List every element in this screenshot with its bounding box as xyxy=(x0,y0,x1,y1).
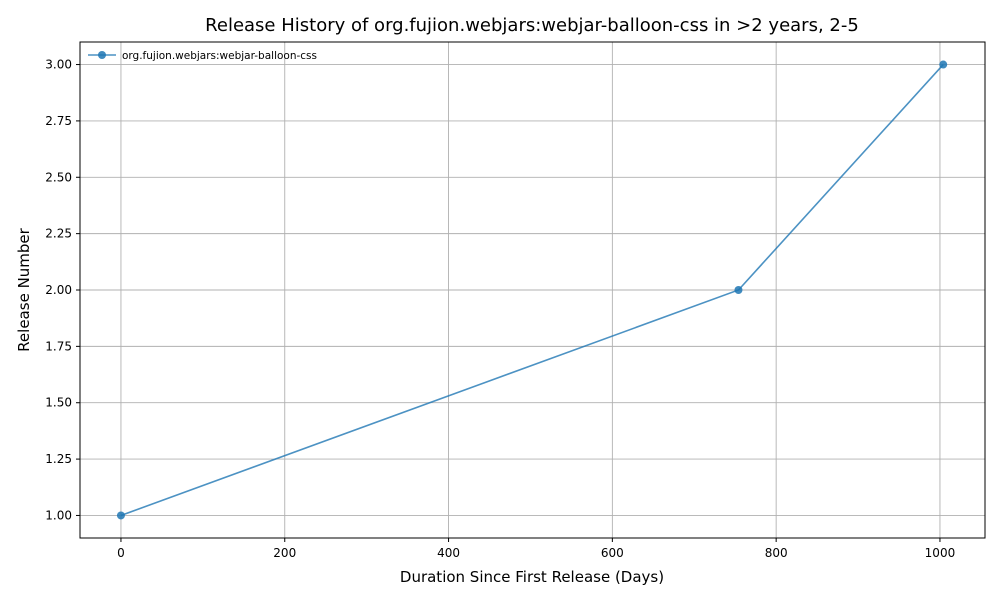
data-point-marker xyxy=(116,511,125,520)
y-tick-label: 1.50 xyxy=(45,396,72,410)
data-point-marker xyxy=(939,60,948,69)
axis-ticks: 0 200 400 600 800 1000 1.00 1.25 1.50 1.75 2.00 2.2… xyxy=(45,58,955,560)
x-tick-label: 1000 xyxy=(925,546,956,560)
y-axis-label: Release Number xyxy=(15,227,33,351)
data-point-marker xyxy=(734,286,743,294)
legend-entry-label: org.fujion.webjars:webjar-balloon-css xyxy=(122,50,317,62)
x-tick-label: 600 xyxy=(601,546,624,560)
y-tick-label: 1.75 xyxy=(45,339,72,353)
y-tick-label: 1.25 xyxy=(45,452,72,466)
series-layer xyxy=(116,60,948,520)
y-tick-label: 2.50 xyxy=(45,170,72,184)
y-tick-label: 1.00 xyxy=(45,508,72,522)
y-tick-label: 2.25 xyxy=(45,227,72,241)
chart-title: Release History of org.fujion.webjars:we… xyxy=(205,15,859,36)
legend-marker-swatch xyxy=(98,51,106,59)
y-tick-label: 3.00 xyxy=(45,58,72,72)
x-tick-label: 800 xyxy=(765,546,788,560)
x-tick-label: 400 xyxy=(437,546,460,560)
legend: org.fujion.webjars:webjar-balloon-css xyxy=(88,50,317,62)
x-tick-label: 200 xyxy=(273,546,296,560)
y-tick-label: 2.75 xyxy=(45,114,72,128)
x-axis-label: Duration Since First Release (Days) xyxy=(400,568,664,586)
y-tick-label: 2.00 xyxy=(45,283,72,297)
x-tick-label: 0 xyxy=(117,546,125,560)
grid-lines xyxy=(80,42,985,538)
